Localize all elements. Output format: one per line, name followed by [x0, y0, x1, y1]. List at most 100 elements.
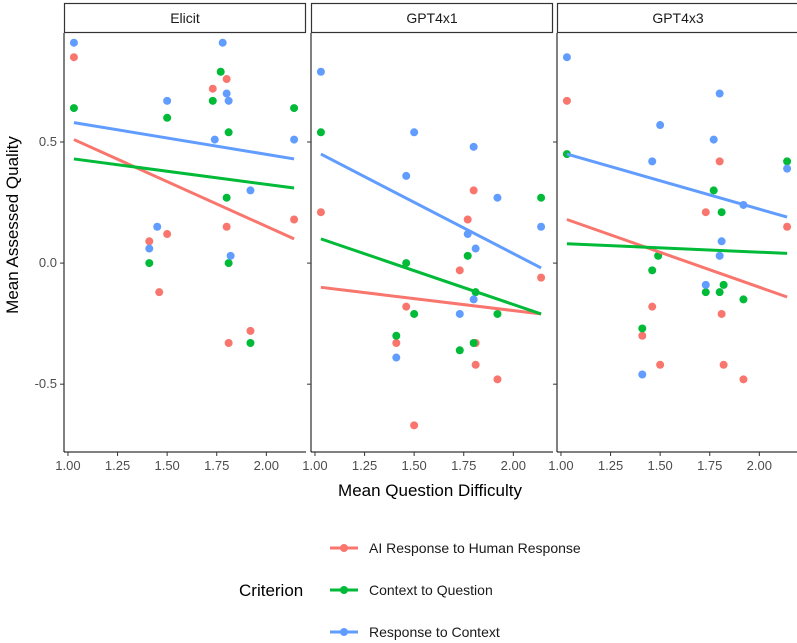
data-point [463, 251, 472, 260]
data-point [392, 331, 401, 340]
data-point [455, 266, 464, 275]
series-context-to-question [69, 67, 299, 348]
data-point [638, 370, 647, 379]
data-point [469, 295, 478, 304]
fit-line-context-to-question [73, 157, 295, 190]
data-point [145, 237, 154, 246]
panel-strip [63, 2, 307, 34]
data-point [392, 353, 401, 362]
data-point [739, 295, 748, 304]
data-point [469, 142, 478, 151]
legend-label: Response to Context [369, 624, 500, 640]
data-point [719, 360, 728, 369]
series-response-to-context [69, 38, 299, 260]
x-tick-label: 1.75 [697, 458, 722, 473]
data-point [208, 96, 217, 105]
data-point [246, 339, 255, 348]
fit-line-ai-response-to-human-response [566, 218, 788, 299]
legend-key-point [340, 544, 348, 552]
panel-strip [556, 2, 797, 34]
series-response-to-context [562, 53, 792, 379]
data-point [402, 171, 411, 180]
x-tick-label: 1.00 [548, 458, 573, 473]
data-point [715, 288, 724, 297]
data-point [163, 113, 172, 122]
data-point [246, 186, 255, 195]
data-point [226, 251, 235, 260]
data-point [739, 375, 748, 384]
data-point [701, 280, 710, 289]
legend-item-context-to-question: Context to Question [330, 582, 493, 598]
x-tick-label: 1.50 [647, 458, 672, 473]
x-tick-label: 1.00 [302, 458, 327, 473]
fit-line-response-to-context [320, 152, 542, 270]
x-tick-label: 1.00 [55, 458, 80, 473]
legend-items: AI Response to Human Response Context to … [330, 540, 581, 640]
panel-gpt4x1: GPT4x1 1.00 1.25 1.50 1.75 2.00 [302, 2, 554, 473]
panel-elicit: Elicit 1.00 1.25 1.50 1.75 2.00 0.5 0.0 -0.5 [35, 2, 307, 473]
data-point [246, 326, 255, 335]
data-point [410, 421, 419, 430]
data-point [638, 331, 647, 340]
fit-line-context-to-question [320, 237, 542, 316]
data-point [224, 96, 233, 105]
data-point [701, 288, 710, 297]
data-point [69, 104, 78, 113]
data-point [715, 157, 724, 166]
data-point [316, 208, 325, 217]
data-point [316, 67, 325, 76]
data-point [783, 164, 792, 173]
legend: Criterion AI Response to Human Response C… [239, 540, 581, 640]
panel-gpt4x3: GPT4x3 1.00 1.25 1.50 1.75 2.00 [548, 2, 797, 473]
data-point [471, 360, 480, 369]
data-point [69, 53, 78, 62]
data-point [648, 266, 657, 275]
data-point [145, 244, 154, 253]
y-tick-label: 0.5 [39, 134, 57, 149]
data-point [392, 339, 401, 348]
data-point [715, 251, 724, 260]
y-tick-label: 0.0 [39, 255, 57, 270]
x-tick-label: 1.50 [401, 458, 426, 473]
data-point [717, 237, 726, 246]
data-point [471, 244, 480, 253]
legend-key-point [340, 586, 348, 594]
data-point [153, 222, 162, 231]
data-point [163, 96, 172, 105]
data-point [783, 157, 792, 166]
data-point [410, 309, 419, 318]
x-tick-label: 1.75 [204, 458, 229, 473]
y-axis-title: Mean Assessed Quality [3, 136, 22, 314]
data-point [222, 75, 231, 84]
data-point [145, 259, 154, 268]
data-point [224, 339, 233, 348]
x-tick-label: 2.00 [254, 458, 279, 473]
legend-item-ai-response-to-human-response: AI Response to Human Response [330, 540, 581, 556]
series-ai-response-to-human-response [316, 186, 546, 430]
x-axis-title: Mean Question Difficulty [338, 481, 522, 500]
data-point [469, 186, 478, 195]
data-point [701, 208, 710, 217]
data-point [562, 96, 571, 105]
data-point [155, 288, 164, 297]
data-point [463, 215, 472, 224]
data-point [656, 121, 665, 130]
data-point [537, 273, 546, 282]
data-point [69, 38, 78, 47]
data-point [410, 128, 419, 137]
data-point [469, 339, 478, 348]
fit-line-response-to-context [73, 121, 295, 161]
data-point [224, 128, 233, 137]
panels: Elicit 1.00 1.25 1.50 1.75 2.00 0.5 0.0 -0.5 GPT4… [35, 2, 797, 473]
series-response-to-context [316, 67, 546, 362]
data-point [648, 157, 657, 166]
data-point [717, 208, 726, 217]
legend-item-response-to-context: Response to Context [330, 624, 500, 640]
fit-line-ai-response-to-human-response [73, 138, 295, 241]
panel-title: GPT4x3 [652, 10, 704, 26]
y-tick-label: -0.5 [35, 376, 57, 391]
data-point [562, 53, 571, 62]
series-ai-response-to-human-response [562, 96, 792, 384]
data-point [222, 222, 231, 231]
